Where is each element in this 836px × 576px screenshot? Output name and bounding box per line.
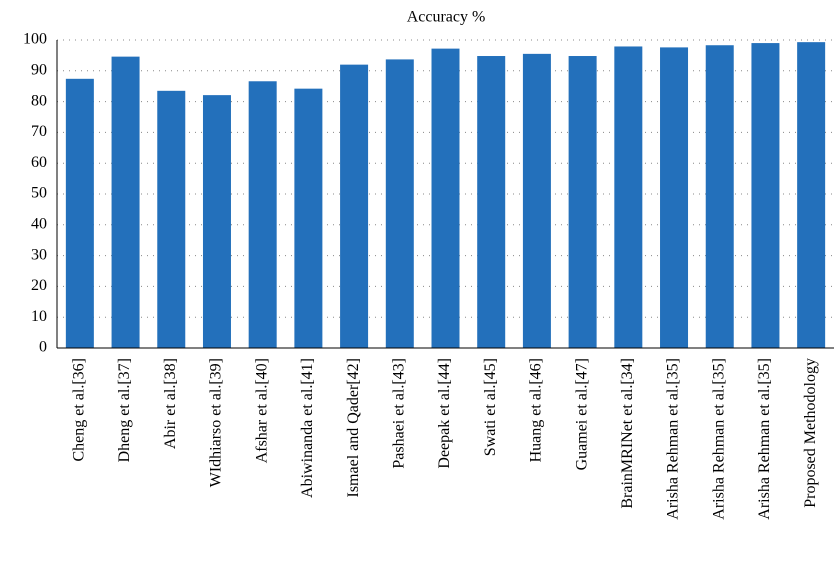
x-tick-label: Arisha Rehman et al.[35] [756, 358, 773, 520]
x-tick-label: Abiwinanda et al.[41] [299, 358, 316, 498]
x-tick-label: Swati et al.[45] [482, 358, 499, 456]
bar [65, 78, 94, 349]
bar [431, 48, 460, 349]
bar [751, 43, 780, 349]
x-tick-label: Pashaei et al.[43] [390, 358, 407, 469]
x-tick-label: Guamei et al.[47] [573, 358, 590, 470]
y-tick-label: 60 [31, 154, 47, 171]
bar [568, 56, 597, 349]
x-tick-label: Dheng et al.[37] [116, 358, 133, 462]
x-tick-label: Cheng et al.[36] [71, 358, 88, 462]
y-tick-label: 10 [31, 308, 47, 325]
bar [660, 47, 689, 348]
bar [614, 46, 643, 349]
y-tick-label: 30 [31, 246, 47, 263]
y-tick-label: 80 [31, 92, 47, 109]
y-tick-label: 40 [31, 215, 47, 232]
x-tick-label: Ismael and Qader[42] [345, 358, 362, 498]
bar [797, 42, 826, 348]
x-tick-label: Deepak et al.[44] [436, 358, 453, 469]
x-tick-label: Abir et al.[38] [162, 358, 179, 449]
y-tick-label: 50 [31, 185, 47, 202]
y-tick-label: 70 [31, 123, 47, 140]
x-tick-label: Arisha Rehman et al.[35] [710, 358, 727, 520]
y-tick-label: 90 [31, 61, 47, 78]
y-tick-label: 100 [23, 31, 47, 48]
y-tick-label: 0 [39, 339, 47, 356]
bar [705, 45, 734, 349]
bar [340, 64, 369, 348]
x-tick-label: WIdhiarso et al.[39] [208, 358, 225, 487]
x-tick-label: Proposed Methodology [802, 358, 819, 508]
x-tick-label: BrainMRINet et al.[34] [619, 358, 636, 509]
bar [157, 90, 186, 348]
bar [522, 53, 551, 349]
bar [111, 56, 140, 349]
bar [248, 81, 277, 348]
x-tick-label: Afshar et al.[40] [253, 358, 270, 463]
x-tick-label: Huang et al.[46] [528, 358, 545, 462]
bar [294, 88, 323, 348]
chart-title: Accuracy % [407, 9, 486, 26]
bar [477, 56, 506, 349]
bar [202, 95, 231, 348]
bar [385, 59, 414, 349]
x-tick-label: Arisha Rehman et al.[35] [665, 358, 682, 520]
y-tick-label: 20 [31, 277, 47, 294]
